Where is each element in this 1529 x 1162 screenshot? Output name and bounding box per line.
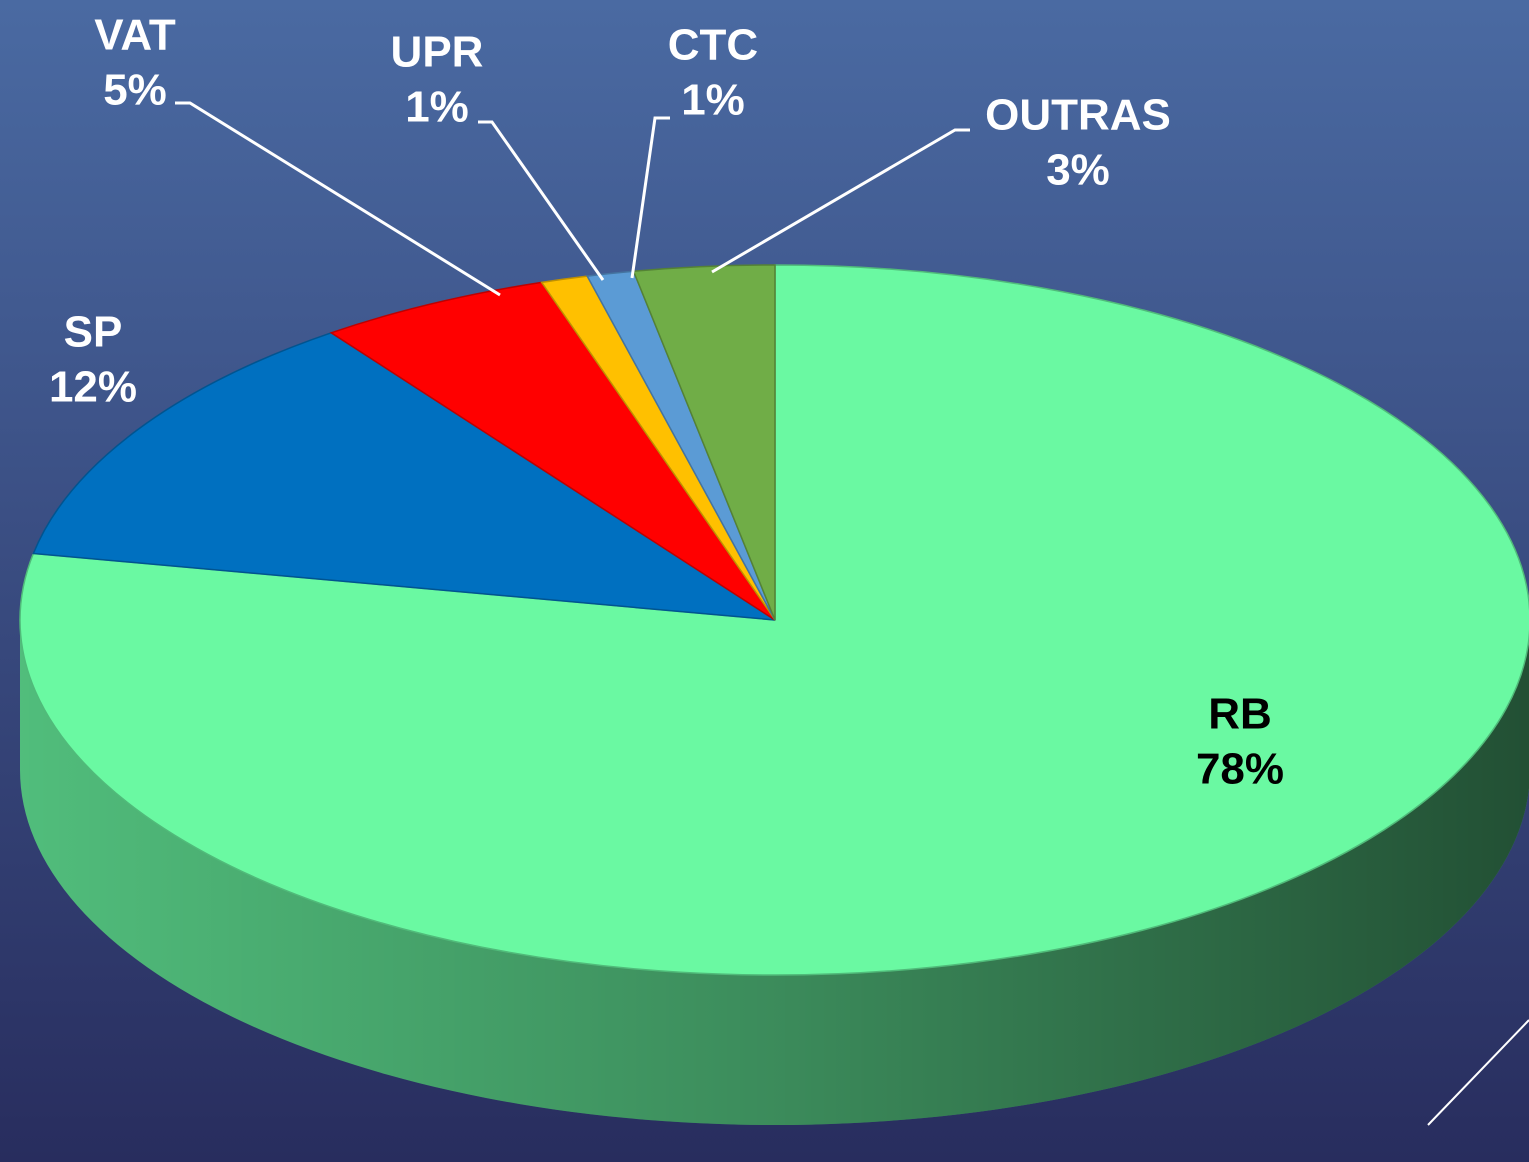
leader-line xyxy=(478,120,605,281)
slice-label-value: 3% xyxy=(1046,146,1110,195)
leader-line xyxy=(175,101,501,297)
leader-line xyxy=(630,116,670,279)
pie-slice-side-shade xyxy=(20,620,1529,1125)
pie-slice xyxy=(329,281,776,621)
pie-slice xyxy=(32,331,776,621)
slice-label-value: 78% xyxy=(1196,745,1284,794)
decoration-line xyxy=(1427,1019,1529,1126)
slice-label-value: 1% xyxy=(405,83,469,132)
slice-label-value: 1% xyxy=(681,76,745,125)
slice-label-name: OUTRAS xyxy=(985,91,1171,140)
slice-label-value: 5% xyxy=(103,66,167,115)
slice-label-name: UPR xyxy=(391,28,484,77)
pie xyxy=(19,264,1529,1125)
slice-label-name: RB xyxy=(1208,690,1272,739)
leader-lines xyxy=(175,101,970,297)
slice-label-name: SP xyxy=(64,308,123,357)
slice-label-name: CTC xyxy=(668,21,758,70)
leader-line xyxy=(711,128,970,274)
slice-label-value: 12% xyxy=(49,363,137,412)
slice-label-name: VAT xyxy=(94,11,176,60)
